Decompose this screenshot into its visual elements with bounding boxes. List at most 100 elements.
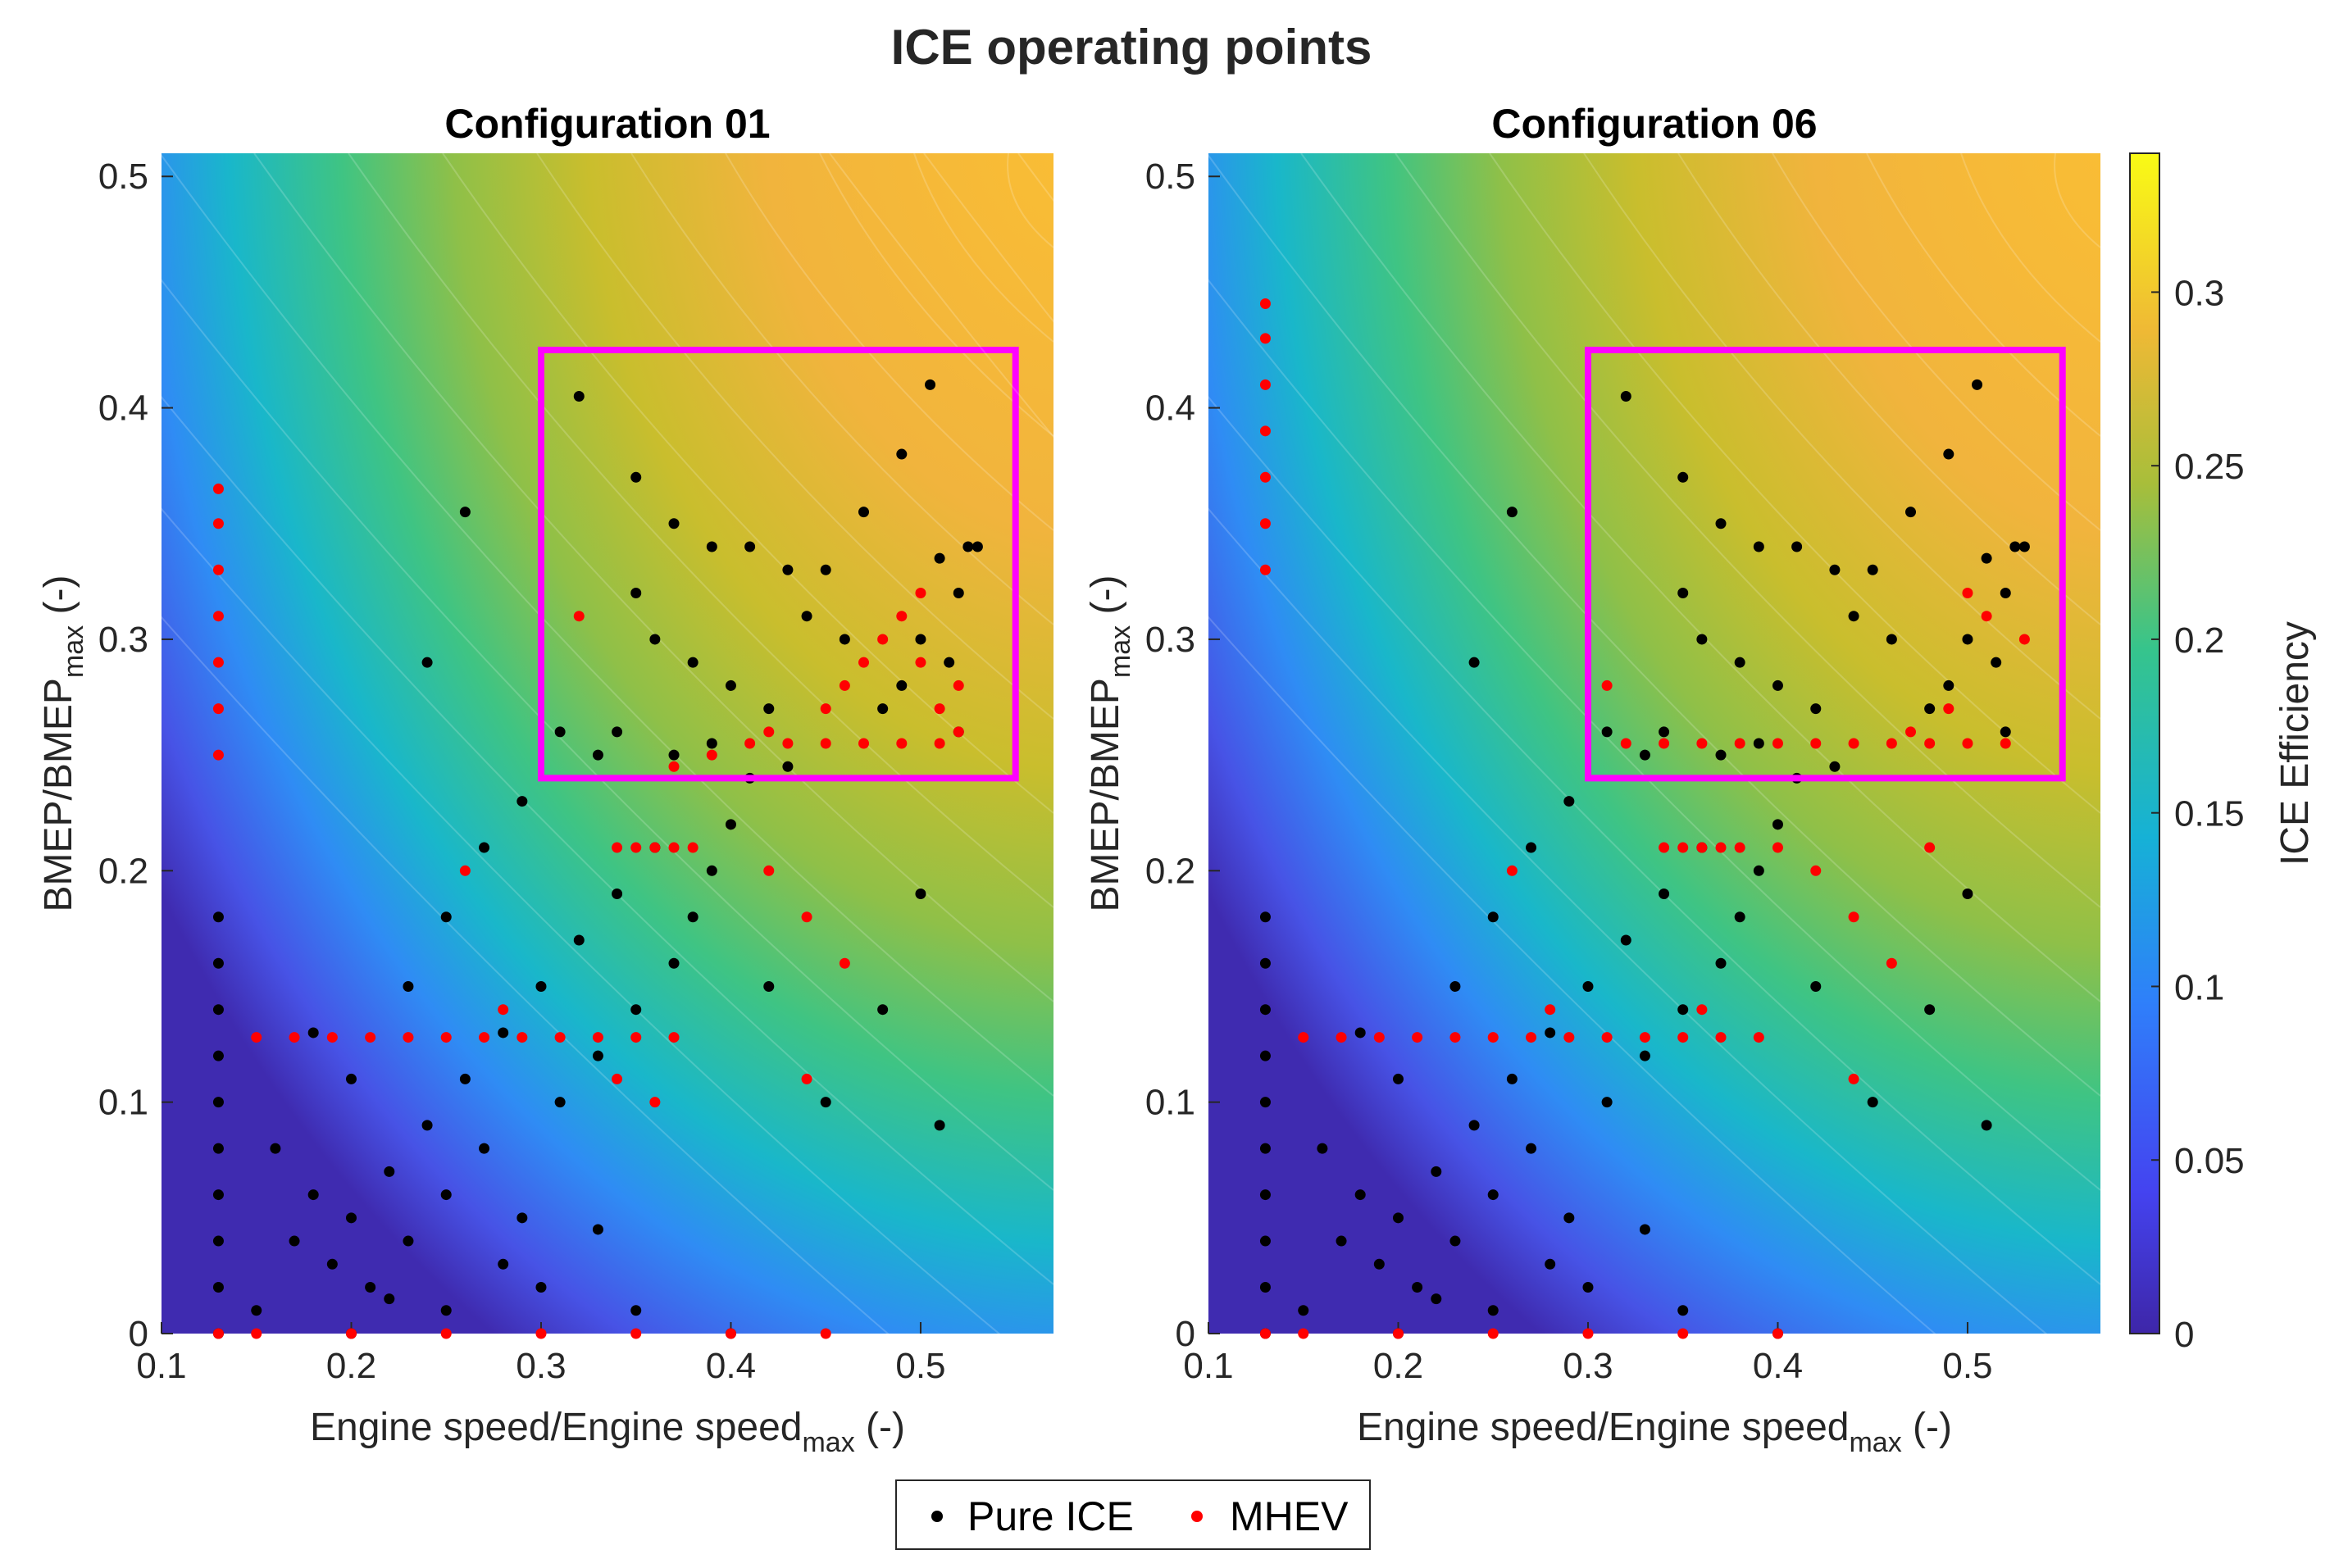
contour-line: [1960, 152, 2101, 343]
highlight-box: [1584, 347, 2066, 782]
data-point: [1259, 425, 1271, 437]
data-point: [421, 1120, 433, 1131]
data-point: [212, 749, 224, 761]
data-point: [953, 679, 964, 691]
y-tick-label: 0: [129, 1314, 148, 1354]
data-point: [212, 957, 224, 969]
data-point: [1468, 657, 1480, 668]
data-point: [1449, 980, 1461, 992]
data-point: [858, 657, 870, 668]
x-axis-label-main: Engine speed/Engine speed: [1357, 1406, 1850, 1449]
data-point: [498, 1258, 509, 1270]
data-point: [630, 1328, 642, 1339]
data-point: [725, 819, 736, 830]
data-point: [1392, 1073, 1404, 1084]
contour-line: [0, 427, 1054, 1474]
data-point: [839, 679, 850, 691]
data-point: [1943, 703, 1954, 715]
x-axis-label-main: Engine speed/Engine speed: [310, 1406, 803, 1449]
colorbar-tick-label: 0: [2174, 1315, 2194, 1355]
data-point: [270, 1143, 281, 1154]
data-point: [1659, 738, 1670, 749]
data-point: [212, 911, 224, 923]
data-point: [479, 1032, 490, 1043]
x-tick-label: 0.1: [1183, 1346, 1233, 1386]
data-point: [1924, 738, 1936, 749]
data-point: [1639, 1224, 1650, 1235]
x-axis-label-sub: max: [802, 1427, 854, 1458]
data-point: [365, 1032, 376, 1043]
y-tick-label: 0.5: [1145, 157, 1195, 197]
data-point: [782, 761, 794, 772]
data-point: [498, 1027, 509, 1039]
data-point: [1449, 1032, 1461, 1043]
data-point: [345, 1328, 357, 1339]
data-point: [1317, 1143, 1328, 1154]
data-point: [896, 679, 908, 691]
data-point: [1620, 390, 1631, 402]
contour-line: [1395, 152, 2101, 908]
data-point: [820, 1097, 831, 1108]
y-axis-label-main: BMEP/BMEP: [1084, 678, 1127, 911]
data-point: [251, 1305, 262, 1316]
data-point: [1677, 842, 1689, 853]
data-point: [1772, 819, 1783, 830]
data-point: [1259, 1143, 1271, 1154]
data-point: [1563, 1032, 1575, 1043]
data-point: [1545, 1258, 1556, 1270]
data-point: [687, 911, 699, 923]
data-point: [687, 842, 699, 853]
y-axis-label: BMEP/BMEPmax (-): [1084, 575, 1136, 912]
data-point: [1620, 934, 1631, 946]
y-tick-label: 0.3: [98, 620, 148, 660]
data-point: [877, 634, 889, 645]
colorbar: 0 0.05 0.1 0.15 0.2 0.25 0.3 ICE Efficiency: [2129, 152, 2317, 1355]
data-point: [440, 1032, 452, 1043]
data-point: [440, 1328, 452, 1339]
colorbar-gradient: [2129, 152, 2160, 1334]
data-point: [858, 738, 870, 749]
data-point: [782, 564, 794, 575]
data-point: [1336, 1032, 1347, 1043]
data-point: [1449, 1235, 1461, 1247]
data-point: [896, 448, 908, 460]
data-point: [925, 379, 936, 390]
x-tick-label: 0.2: [326, 1346, 376, 1386]
data-point: [1677, 1305, 1689, 1316]
data-point: [1943, 679, 1954, 691]
panel-configuration-01: Configuration 010.1 0.2 0.3 0.4 0.500.10.20.…: [0, 101, 1054, 1474]
contour-line: [65, 152, 1054, 1191]
data-point: [820, 1328, 831, 1339]
data-point: [573, 390, 585, 402]
data-point: [1810, 738, 1822, 749]
data-point: [2000, 738, 2011, 749]
data-point: [839, 634, 850, 645]
data-point: [1677, 587, 1689, 598]
data-point: [1905, 507, 1917, 518]
data-point: [1829, 761, 1841, 772]
data-point: [858, 507, 870, 518]
data-point: [1563, 796, 1575, 807]
data-point: [1886, 738, 1897, 749]
data-point: [212, 1235, 224, 1247]
data-point: [630, 842, 642, 853]
data-point: [1259, 379, 1271, 390]
x-axis-label-unit: (-): [1902, 1406, 1952, 1449]
data-point: [1582, 980, 1594, 992]
data-point: [1412, 1282, 1423, 1293]
data-point: [1677, 1328, 1689, 1339]
data-point: [554, 1097, 566, 1108]
contour-line: [630, 152, 1054, 625]
y-axis-label-main: BMEP/BMEP: [37, 678, 80, 911]
data-point: [744, 541, 756, 552]
contour-line: [1017, 152, 2101, 1285]
data-point: [877, 703, 889, 715]
data-point: [535, 1282, 547, 1293]
data-point: [345, 1212, 357, 1224]
data-point: [744, 738, 756, 749]
data-point: [326, 1258, 338, 1270]
data-point: [1981, 552, 1992, 564]
data-point: [2000, 726, 2011, 738]
data-point: [1753, 865, 1764, 876]
data-point: [1506, 1073, 1518, 1084]
